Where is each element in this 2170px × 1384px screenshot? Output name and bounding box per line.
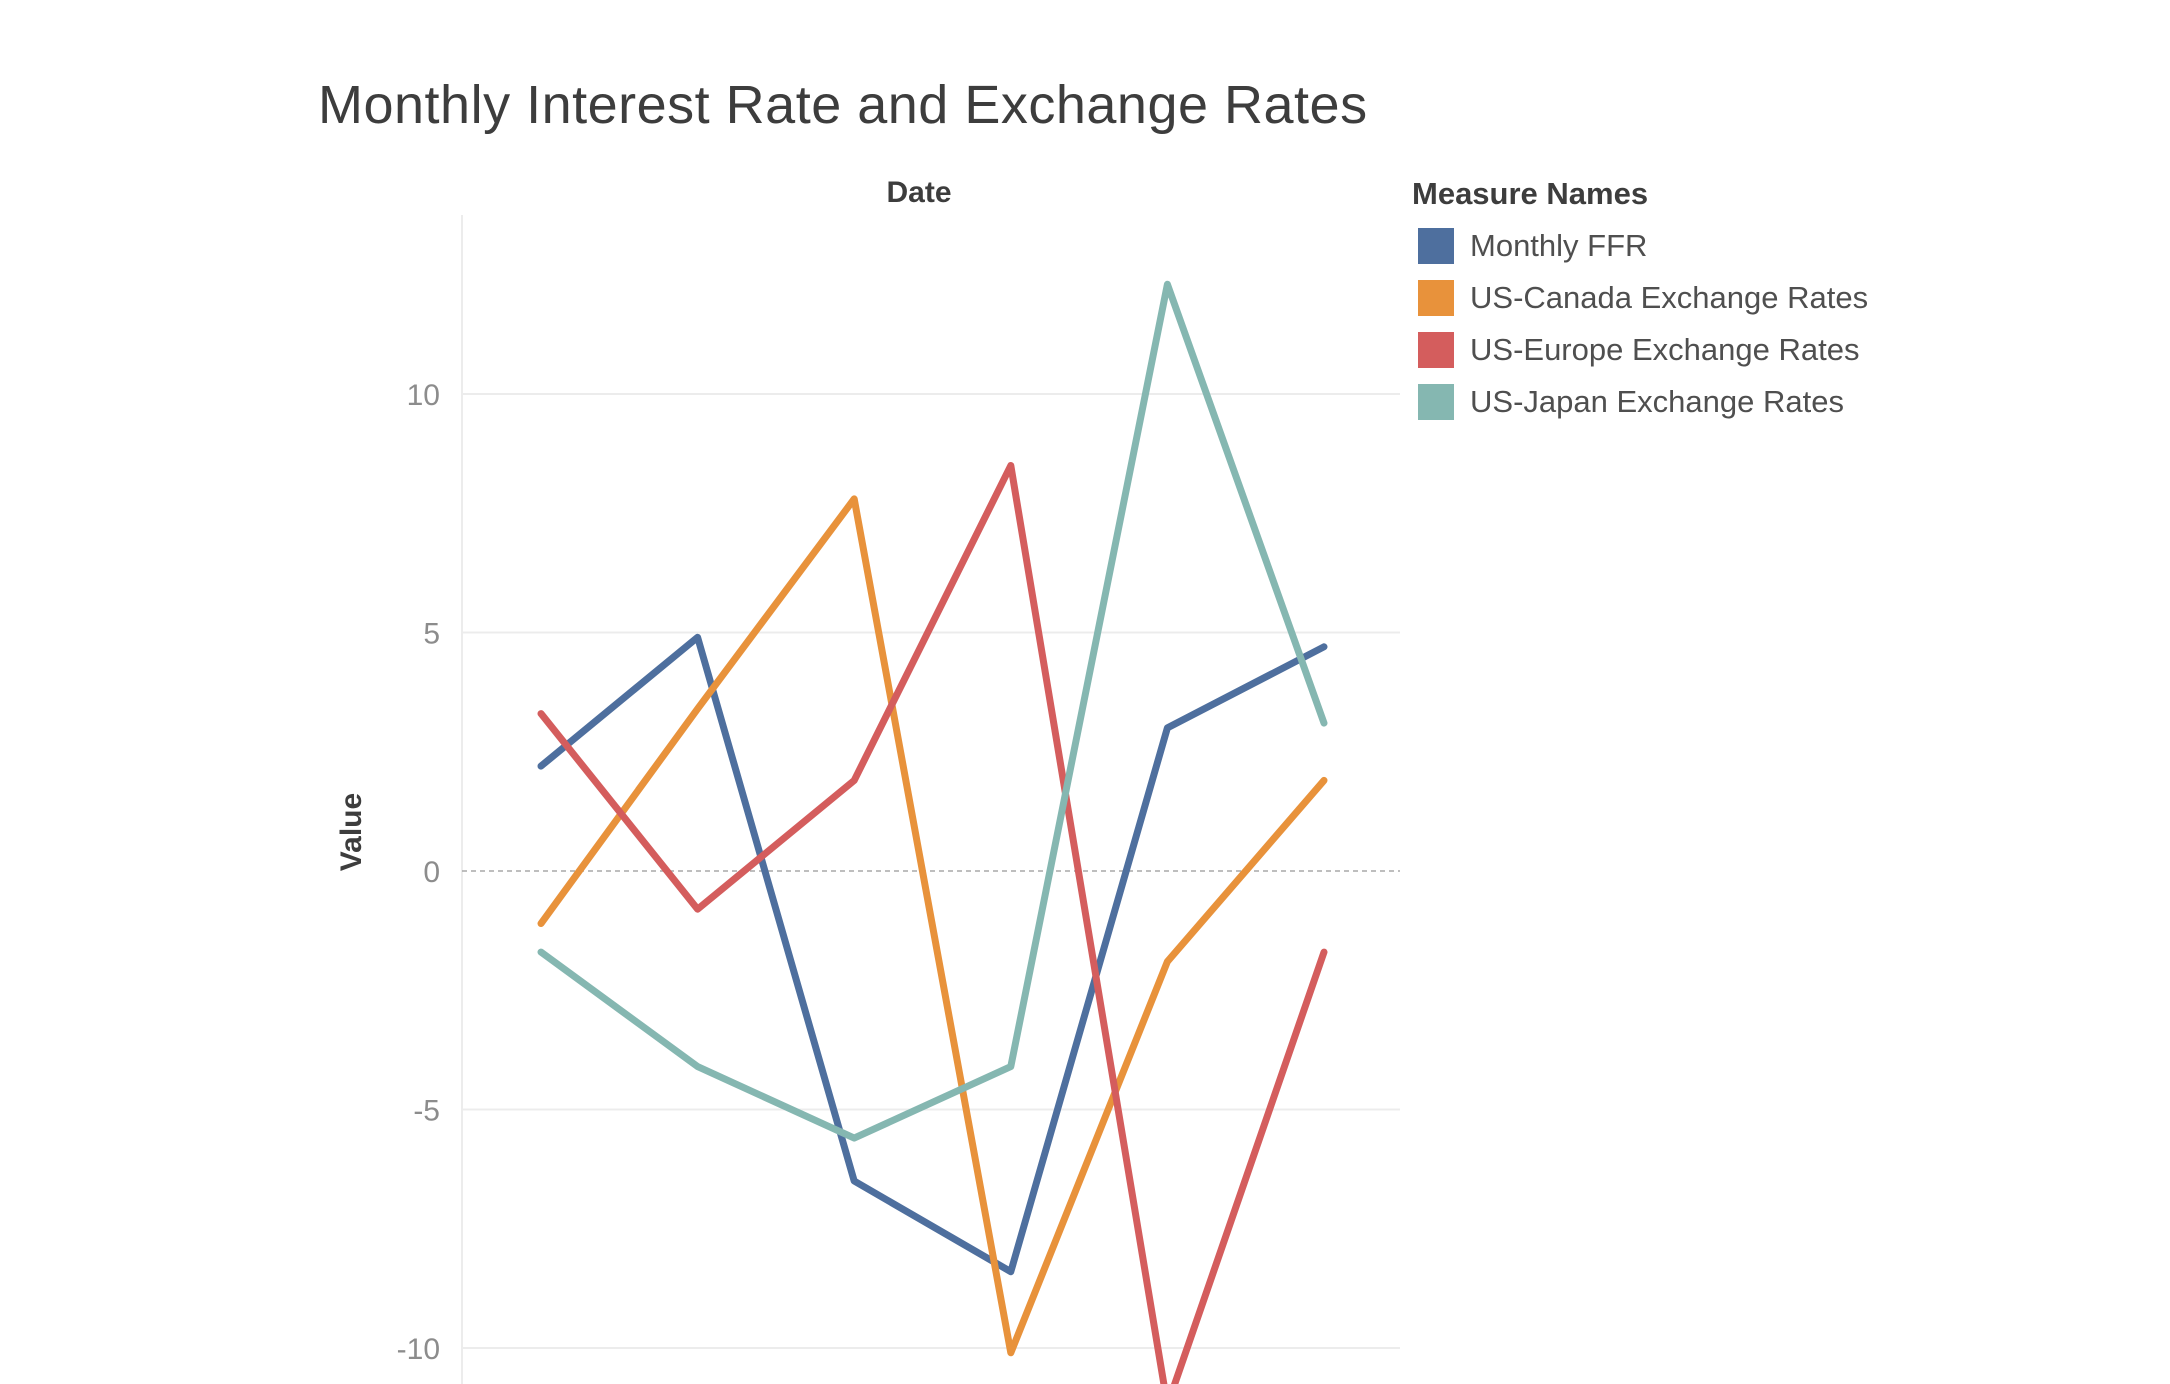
- y-axis-ticks: 10 5 0 -5 -10: [397, 379, 440, 1366]
- y-tick-label: -10: [397, 1333, 440, 1366]
- y-tick-label: 10: [407, 379, 440, 412]
- series-lines: [537, 280, 1328, 1384]
- x-axis-header: Date: [886, 176, 952, 209]
- legend: Measure Names Monthly FFR US-Canada Exch…: [1412, 176, 1868, 428]
- legend-swatch: [1418, 280, 1454, 316]
- y-tick-label: 0: [423, 856, 440, 889]
- legend-label: US-Canada Exchange Rates: [1470, 280, 1869, 315]
- legend-label: US-Europe Exchange Rates: [1470, 332, 1860, 367]
- legend-item[interactable]: US-Canada Exchange Rates: [1412, 272, 1868, 324]
- legend-label: US-Japan Exchange Rates: [1470, 384, 1844, 419]
- legend-label: Monthly FFR: [1470, 228, 1648, 263]
- gridlines: [462, 393, 1400, 1349]
- chart-title: Monthly Interest Rate and Exchange Rates: [318, 75, 1368, 135]
- y-tick-label: -5: [413, 1095, 440, 1128]
- legend-items: Monthly FFR US-Canada Exchange Rates US-…: [1412, 220, 1868, 428]
- series-line-2[interactable]: [537, 495, 1328, 1357]
- legend-swatch: [1418, 384, 1454, 420]
- legend-swatch: [1418, 332, 1454, 368]
- series-line-3[interactable]: [537, 462, 1328, 1384]
- legend-item[interactable]: Monthly FFR: [1412, 220, 1868, 272]
- series-line-1[interactable]: [537, 633, 1328, 1276]
- y-tick-label: 5: [423, 618, 440, 651]
- series-line-4[interactable]: [537, 280, 1328, 1142]
- legend-title: Measure Names: [1412, 176, 1649, 211]
- legend-item[interactable]: US-Japan Exchange Rates: [1412, 376, 1868, 428]
- legend-item[interactable]: US-Europe Exchange Rates: [1412, 324, 1868, 376]
- legend-swatch: [1418, 228, 1454, 264]
